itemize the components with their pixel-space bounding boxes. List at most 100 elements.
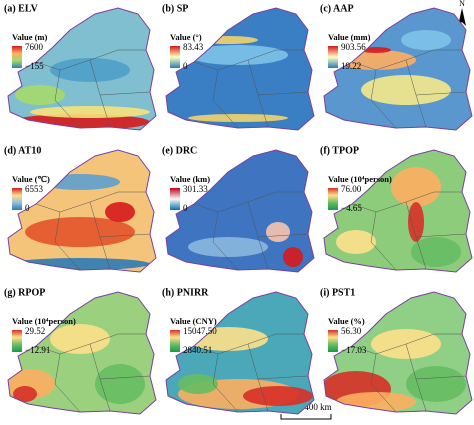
map bbox=[8, 150, 156, 272]
legend-min: −4.65 bbox=[341, 203, 362, 213]
map-boundary bbox=[323, 7, 473, 131]
admin-lines bbox=[35, 333, 151, 413]
legend-min: 2840.51 bbox=[183, 345, 212, 355]
map-base bbox=[8, 292, 156, 414]
legend-min: −17.03 bbox=[341, 345, 367, 355]
legend-title: Value (mm) bbox=[328, 32, 371, 42]
north-label: N bbox=[459, 0, 465, 8]
map-region bbox=[283, 247, 303, 267]
map bbox=[8, 292, 156, 414]
legend-title: Value (10⁴person) bbox=[328, 174, 392, 184]
map-region bbox=[361, 47, 391, 53]
panel-label: (h) PNIRR bbox=[162, 287, 209, 298]
admin-lines bbox=[351, 191, 467, 271]
map-region bbox=[178, 374, 218, 394]
legend-min: −155 bbox=[25, 61, 44, 71]
map-region bbox=[266, 222, 290, 242]
map-boundary bbox=[165, 291, 315, 415]
legend-max: 83.43 bbox=[183, 42, 204, 52]
map bbox=[166, 8, 314, 130]
map-region bbox=[188, 114, 288, 122]
map-region bbox=[25, 217, 135, 247]
legend-max: 7600 bbox=[25, 42, 44, 52]
legend-title: Value (°) bbox=[170, 32, 202, 42]
legend-max: 56.30 bbox=[341, 326, 362, 336]
panel-label: (g) RPOP bbox=[4, 287, 45, 298]
admin-lines bbox=[193, 49, 309, 129]
legend-title: Value (km) bbox=[170, 174, 210, 184]
map-boundary bbox=[7, 291, 157, 415]
scale-end: 400 km bbox=[304, 402, 331, 412]
map-region bbox=[198, 36, 258, 44]
map-region bbox=[406, 366, 466, 402]
admin-lines bbox=[193, 191, 309, 271]
map-region bbox=[15, 85, 65, 105]
panel-label: (e) DRC bbox=[162, 145, 197, 156]
map-boundary bbox=[323, 291, 473, 415]
legend-min: −12.91 bbox=[25, 345, 50, 355]
panel: (e) DRC Value (km)301.33 0 bbox=[162, 145, 315, 273]
panel: (i) PST1 Value (%)56.30 −17.03 bbox=[320, 287, 473, 415]
map-region bbox=[105, 202, 135, 222]
map-region bbox=[50, 324, 110, 354]
admin-lines bbox=[351, 333, 467, 413]
legend-max: 76.00 bbox=[341, 184, 362, 194]
legend-bar bbox=[170, 188, 180, 210]
legend-min: 0 bbox=[183, 203, 188, 213]
panel-label: (c) AAP bbox=[320, 3, 354, 14]
legend-bar bbox=[328, 46, 338, 68]
map-region bbox=[188, 237, 268, 257]
panel: (g) RPOP Value (10⁴person)29.52 −12.91 bbox=[4, 287, 157, 415]
panel: (c) AAP Value (mm)903.56 19.22 bbox=[320, 3, 473, 131]
map-region bbox=[188, 45, 288, 65]
panel-label: (d) AT10 bbox=[4, 145, 41, 156]
map-region bbox=[95, 364, 145, 404]
panel: (b) SP Value (°)83.43 0 bbox=[162, 3, 315, 131]
panel-label: (a) ELV bbox=[4, 3, 39, 14]
map-region bbox=[50, 58, 130, 82]
panel: (a) ELV Value (m)7600 −155 bbox=[4, 3, 157, 131]
map-region bbox=[411, 237, 461, 267]
legend-max: 903.56 bbox=[341, 42, 366, 52]
legend-max: 301.33 bbox=[183, 184, 208, 194]
map-boundary bbox=[7, 7, 157, 131]
map-region bbox=[408, 202, 424, 242]
map-boundary bbox=[7, 149, 157, 273]
legend-max: 15047.50 bbox=[183, 326, 217, 336]
legend-min: 19.22 bbox=[341, 61, 361, 71]
map-region bbox=[40, 174, 120, 190]
map-region bbox=[13, 386, 37, 402]
legend-bar bbox=[12, 46, 22, 68]
admin-lines bbox=[193, 333, 309, 413]
map bbox=[324, 292, 472, 414]
legend-title: Value (10⁴person) bbox=[12, 316, 76, 326]
map bbox=[166, 150, 314, 272]
map-boundary bbox=[323, 149, 473, 273]
map bbox=[324, 150, 472, 272]
legend-bar bbox=[328, 330, 338, 352]
map bbox=[8, 8, 156, 130]
panel-label: (f) TPOP bbox=[320, 145, 359, 156]
admin-lines bbox=[35, 191, 151, 271]
legend-bar bbox=[12, 330, 22, 352]
map bbox=[166, 292, 314, 414]
legend-min: 0 bbox=[25, 203, 30, 213]
legend-bar bbox=[170, 46, 180, 68]
legend-max: 29.52 bbox=[25, 326, 45, 336]
legend-max: 6553 bbox=[25, 184, 44, 194]
admin-lines bbox=[35, 49, 151, 129]
admin-lines bbox=[351, 49, 467, 129]
legend-title: Value (CNY) bbox=[170, 316, 217, 326]
legend-bar bbox=[328, 188, 338, 210]
map-region bbox=[391, 167, 441, 207]
map-region bbox=[30, 106, 150, 118]
map-region bbox=[361, 75, 451, 105]
panel-label: (i) PST1 bbox=[320, 287, 355, 298]
legend-title: Value (m) bbox=[12, 32, 48, 42]
map-base bbox=[324, 8, 472, 130]
panel: (f) TPOP Value (10⁴person)76.00 −4.65 bbox=[320, 145, 473, 273]
panel-label: (b) SP bbox=[162, 3, 188, 14]
legend-min: 0 bbox=[183, 61, 188, 71]
legend-title: Value (℃) bbox=[12, 174, 50, 184]
